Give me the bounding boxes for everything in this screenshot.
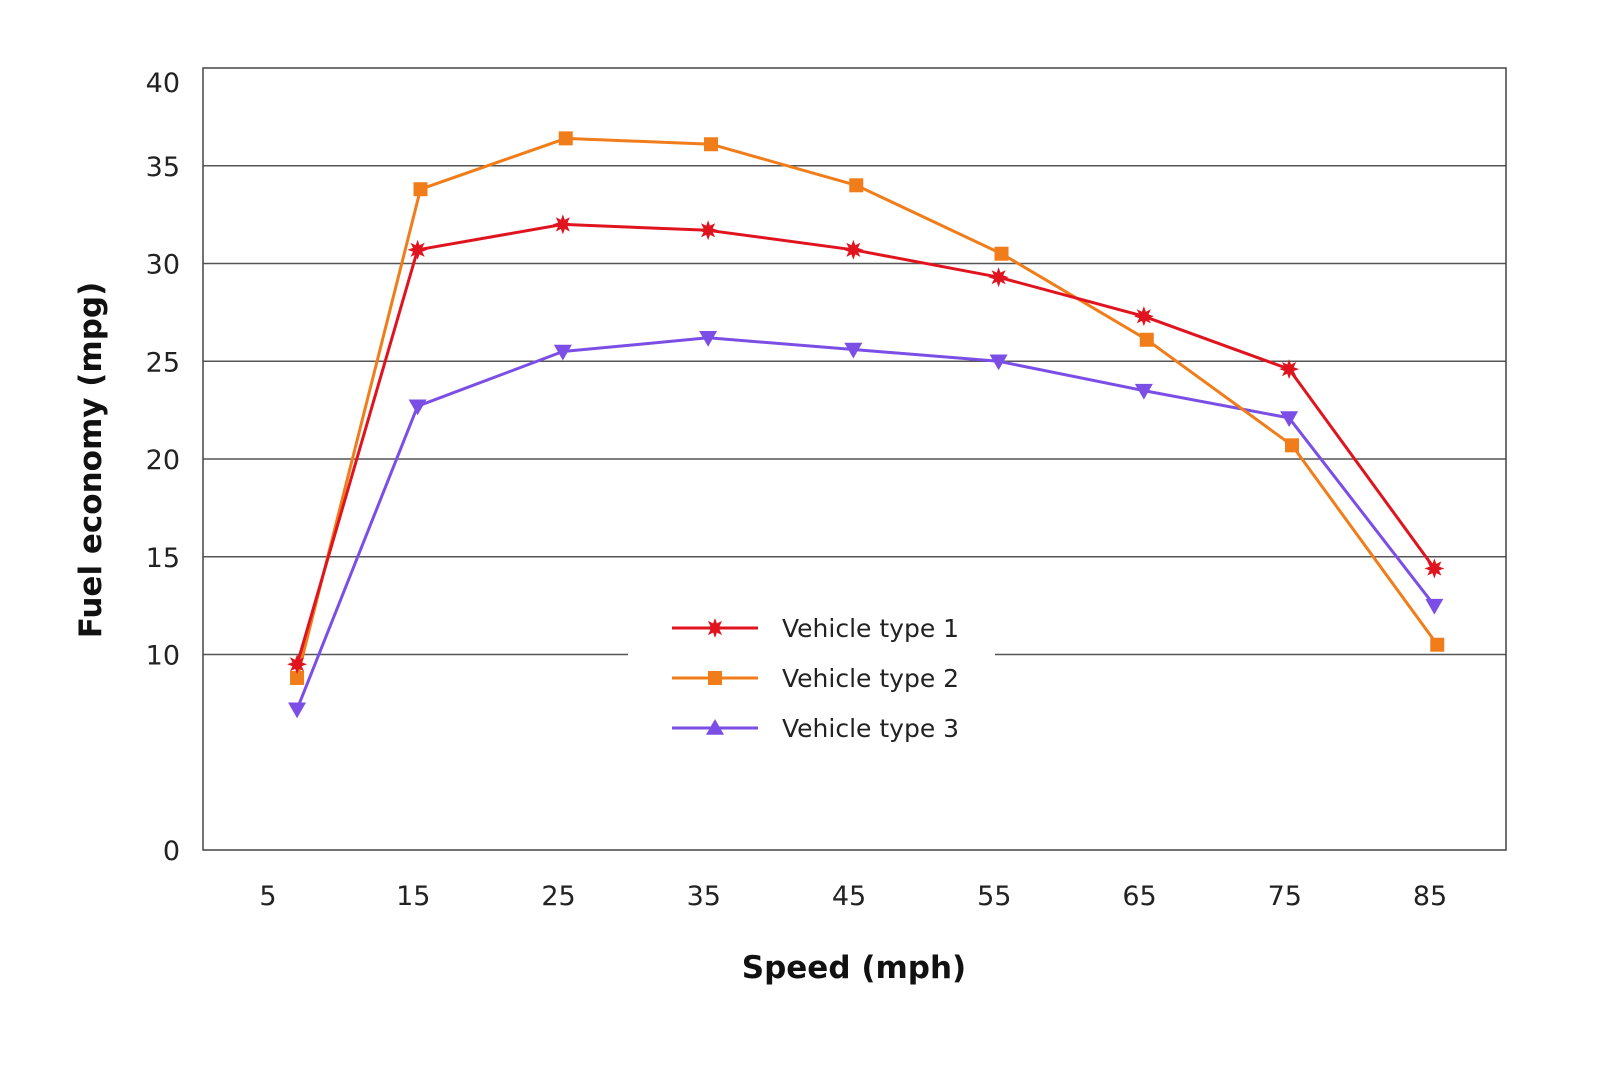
series-3-point [288,702,307,719]
legend-marker-1 [705,618,725,638]
y-tick-label: 20 [146,445,180,476]
series-3-point [1280,411,1299,427]
y-axis-ticks: 0 10 15 20 25 30 35 40 [146,68,180,867]
legend-item-2: Vehicle type 2 [672,664,959,693]
legend-marker-2 [708,671,722,685]
y-tick-label: 10 [146,641,180,672]
series-2-point [994,246,1009,261]
x-tick-label: 45 [832,881,866,912]
y-tick-label: 40 [146,68,180,99]
series-1-point [407,239,428,260]
y-axis-title: Fuel economy (mpg) [73,282,109,639]
plot-area [202,67,1507,851]
x-tick-label: 75 [1268,881,1302,912]
series-3-point [408,399,427,416]
series-2-point [558,131,573,146]
y-tick-label: 15 [146,543,180,574]
series-3-point [553,344,572,361]
series-1-point [287,654,308,675]
legend-label-2: Vehicle type 2 [782,664,959,693]
gridlines [203,165,1506,656]
legend: Vehicle type 1 Vehicle type 2 Vehicle type… [672,614,959,743]
x-axis-ticks: 5 15 25 35 45 55 65 75 85 [259,881,1447,912]
x-tick-label: 5 [259,881,276,912]
x-tick-label: 85 [1413,881,1447,912]
series-3-point [844,342,863,359]
y-tick-label: 25 [146,347,180,378]
series-1-point [988,267,1009,288]
series-1-point [552,214,573,235]
legend-item-3: Vehicle type 3 [672,714,959,743]
series-1 [287,214,1445,675]
series-3-point [1134,383,1153,400]
series-2 [290,131,1445,685]
series-2-point [413,182,428,197]
series-3-point [699,331,718,347]
x-tick-label: 15 [396,881,430,912]
series-1-point [1424,558,1445,579]
series-1-point [843,239,864,260]
series-2-point [704,137,719,152]
series-1-point [1279,359,1300,380]
legend-label-1: Vehicle type 1 [782,614,959,643]
legend-label-3: Vehicle type 3 [782,714,959,743]
series-2-point [1139,332,1154,347]
y-tick-label: 30 [146,250,180,281]
x-tick-label: 65 [1122,881,1156,912]
series-1-point [1133,306,1154,327]
series-2-point [290,670,305,685]
x-axis-title: Speed (mph) [742,950,966,986]
legend-background [628,590,995,760]
x-tick-label: 35 [687,881,721,912]
series-lines [287,131,1445,719]
series-2-point [849,178,864,193]
series-3-point [1425,598,1444,615]
series-1-point [698,220,719,241]
legend-marker-3 [706,719,724,735]
x-tick-label: 55 [977,881,1011,912]
legend-item-1: Vehicle type 1 [672,614,959,643]
y-tick-label: 35 [146,152,180,183]
series-2-point [1285,438,1300,453]
series-3-point [989,354,1008,371]
x-tick-label: 25 [541,881,575,912]
series-2-point [1430,637,1445,652]
y-tick-label: 0 [163,836,180,867]
